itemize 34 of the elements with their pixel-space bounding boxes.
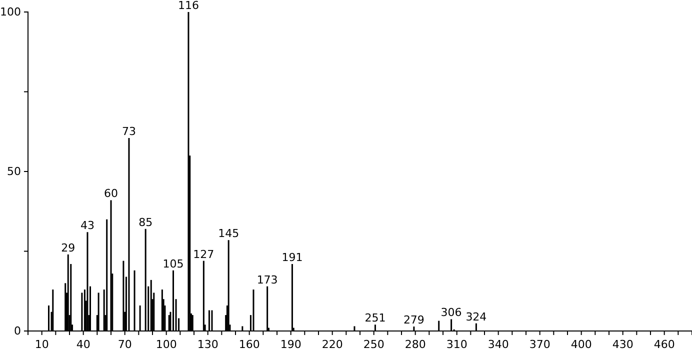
x-tick-label: 100	[156, 338, 177, 350]
x-tick-label: 130	[197, 338, 218, 350]
annotation: 43	[80, 219, 94, 232]
y-tick-label: 100	[0, 6, 21, 19]
x-tick-label: 310	[446, 338, 468, 350]
x-tick-label: 250	[363, 338, 384, 350]
annotation: 105	[162, 257, 184, 270]
x-tick-label: 190	[280, 338, 302, 350]
x-tick-label: 280	[404, 338, 426, 350]
annotation: 306	[440, 306, 462, 320]
x-tick-label: 430	[612, 338, 634, 350]
x-tick-label: 460	[654, 338, 675, 350]
annotation: 251	[364, 312, 386, 325]
x-tick-label: 340	[488, 338, 509, 350]
x-tick-label: 10	[34, 338, 49, 350]
annotation: 127	[193, 248, 214, 261]
annotation: 29	[61, 241, 76, 254]
y-tick-label: 50	[7, 165, 21, 178]
x-tick-label: 40	[76, 338, 90, 350]
annotation: 279	[403, 314, 424, 327]
x-tick-label: 370	[529, 338, 550, 350]
annotation: 73	[122, 125, 136, 138]
x-tick-label: 70	[118, 338, 132, 350]
annotation: 60	[104, 187, 118, 200]
x-tick-label: 400	[570, 338, 592, 350]
annotation: 116	[178, 0, 199, 12]
annotation: 191	[282, 251, 303, 264]
y-tick-label: 0	[14, 324, 21, 338]
x-tick-label: 160	[238, 338, 260, 350]
annotation: 173	[256, 273, 278, 286]
annotation: 85	[138, 216, 153, 229]
annotation: 145	[218, 227, 240, 240]
x-tick-label: 220	[322, 338, 343, 350]
annotation: 324	[466, 310, 487, 324]
